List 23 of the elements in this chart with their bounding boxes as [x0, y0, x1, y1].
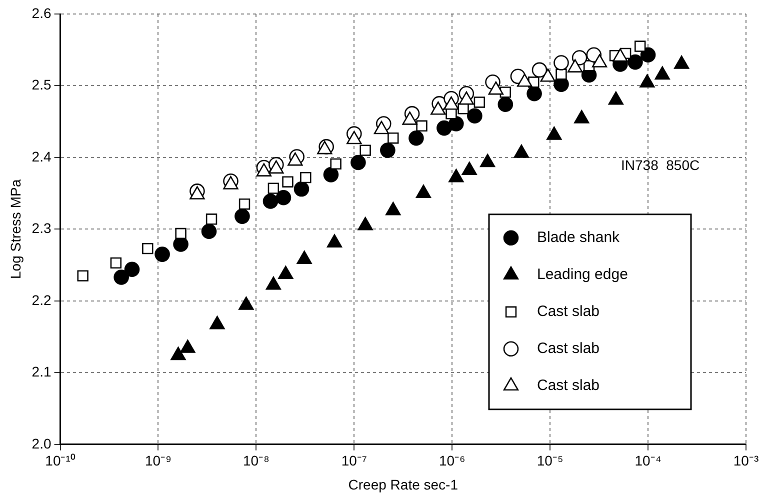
y-tick-label: 2.3: [32, 220, 52, 236]
x-tick-label: 10⁻⁶: [438, 452, 466, 469]
x-tick-label: 10⁻⁹: [144, 452, 172, 469]
y-axis-title: Log Stress MPa: [7, 179, 24, 280]
y-tick-label: 2.4: [32, 148, 52, 164]
y-tick-label: 2.5: [32, 76, 52, 93]
legend-label: Cast slab: [537, 303, 600, 320]
x-tick-label: 10⁻¹⁰: [45, 452, 76, 469]
y-tick-label: 2.0: [32, 435, 52, 452]
y-tick-label: 2.2: [32, 292, 52, 308]
legend-label: Cast slab: [537, 377, 600, 394]
legend-label: Leading edge: [537, 266, 628, 284]
x-axis-title: Creep Rate sec-1: [348, 476, 458, 492]
annotation: IN738 850C: [621, 156, 700, 173]
y-tick-label: 2.6: [32, 4, 52, 21]
x-tick-label: 10⁻⁸: [242, 452, 270, 469]
legend-label: Blade shank: [537, 229, 620, 246]
x-tick-label: 10⁻³: [733, 452, 759, 469]
x-tick-label: 10⁻⁵: [536, 452, 564, 469]
x-tick-label: 10⁻⁴: [634, 452, 662, 469]
y-tick-label: 2.1: [32, 364, 52, 380]
legend-label: Cast slab: [537, 340, 600, 358]
x-tick-label: 10⁻⁷: [341, 452, 367, 469]
